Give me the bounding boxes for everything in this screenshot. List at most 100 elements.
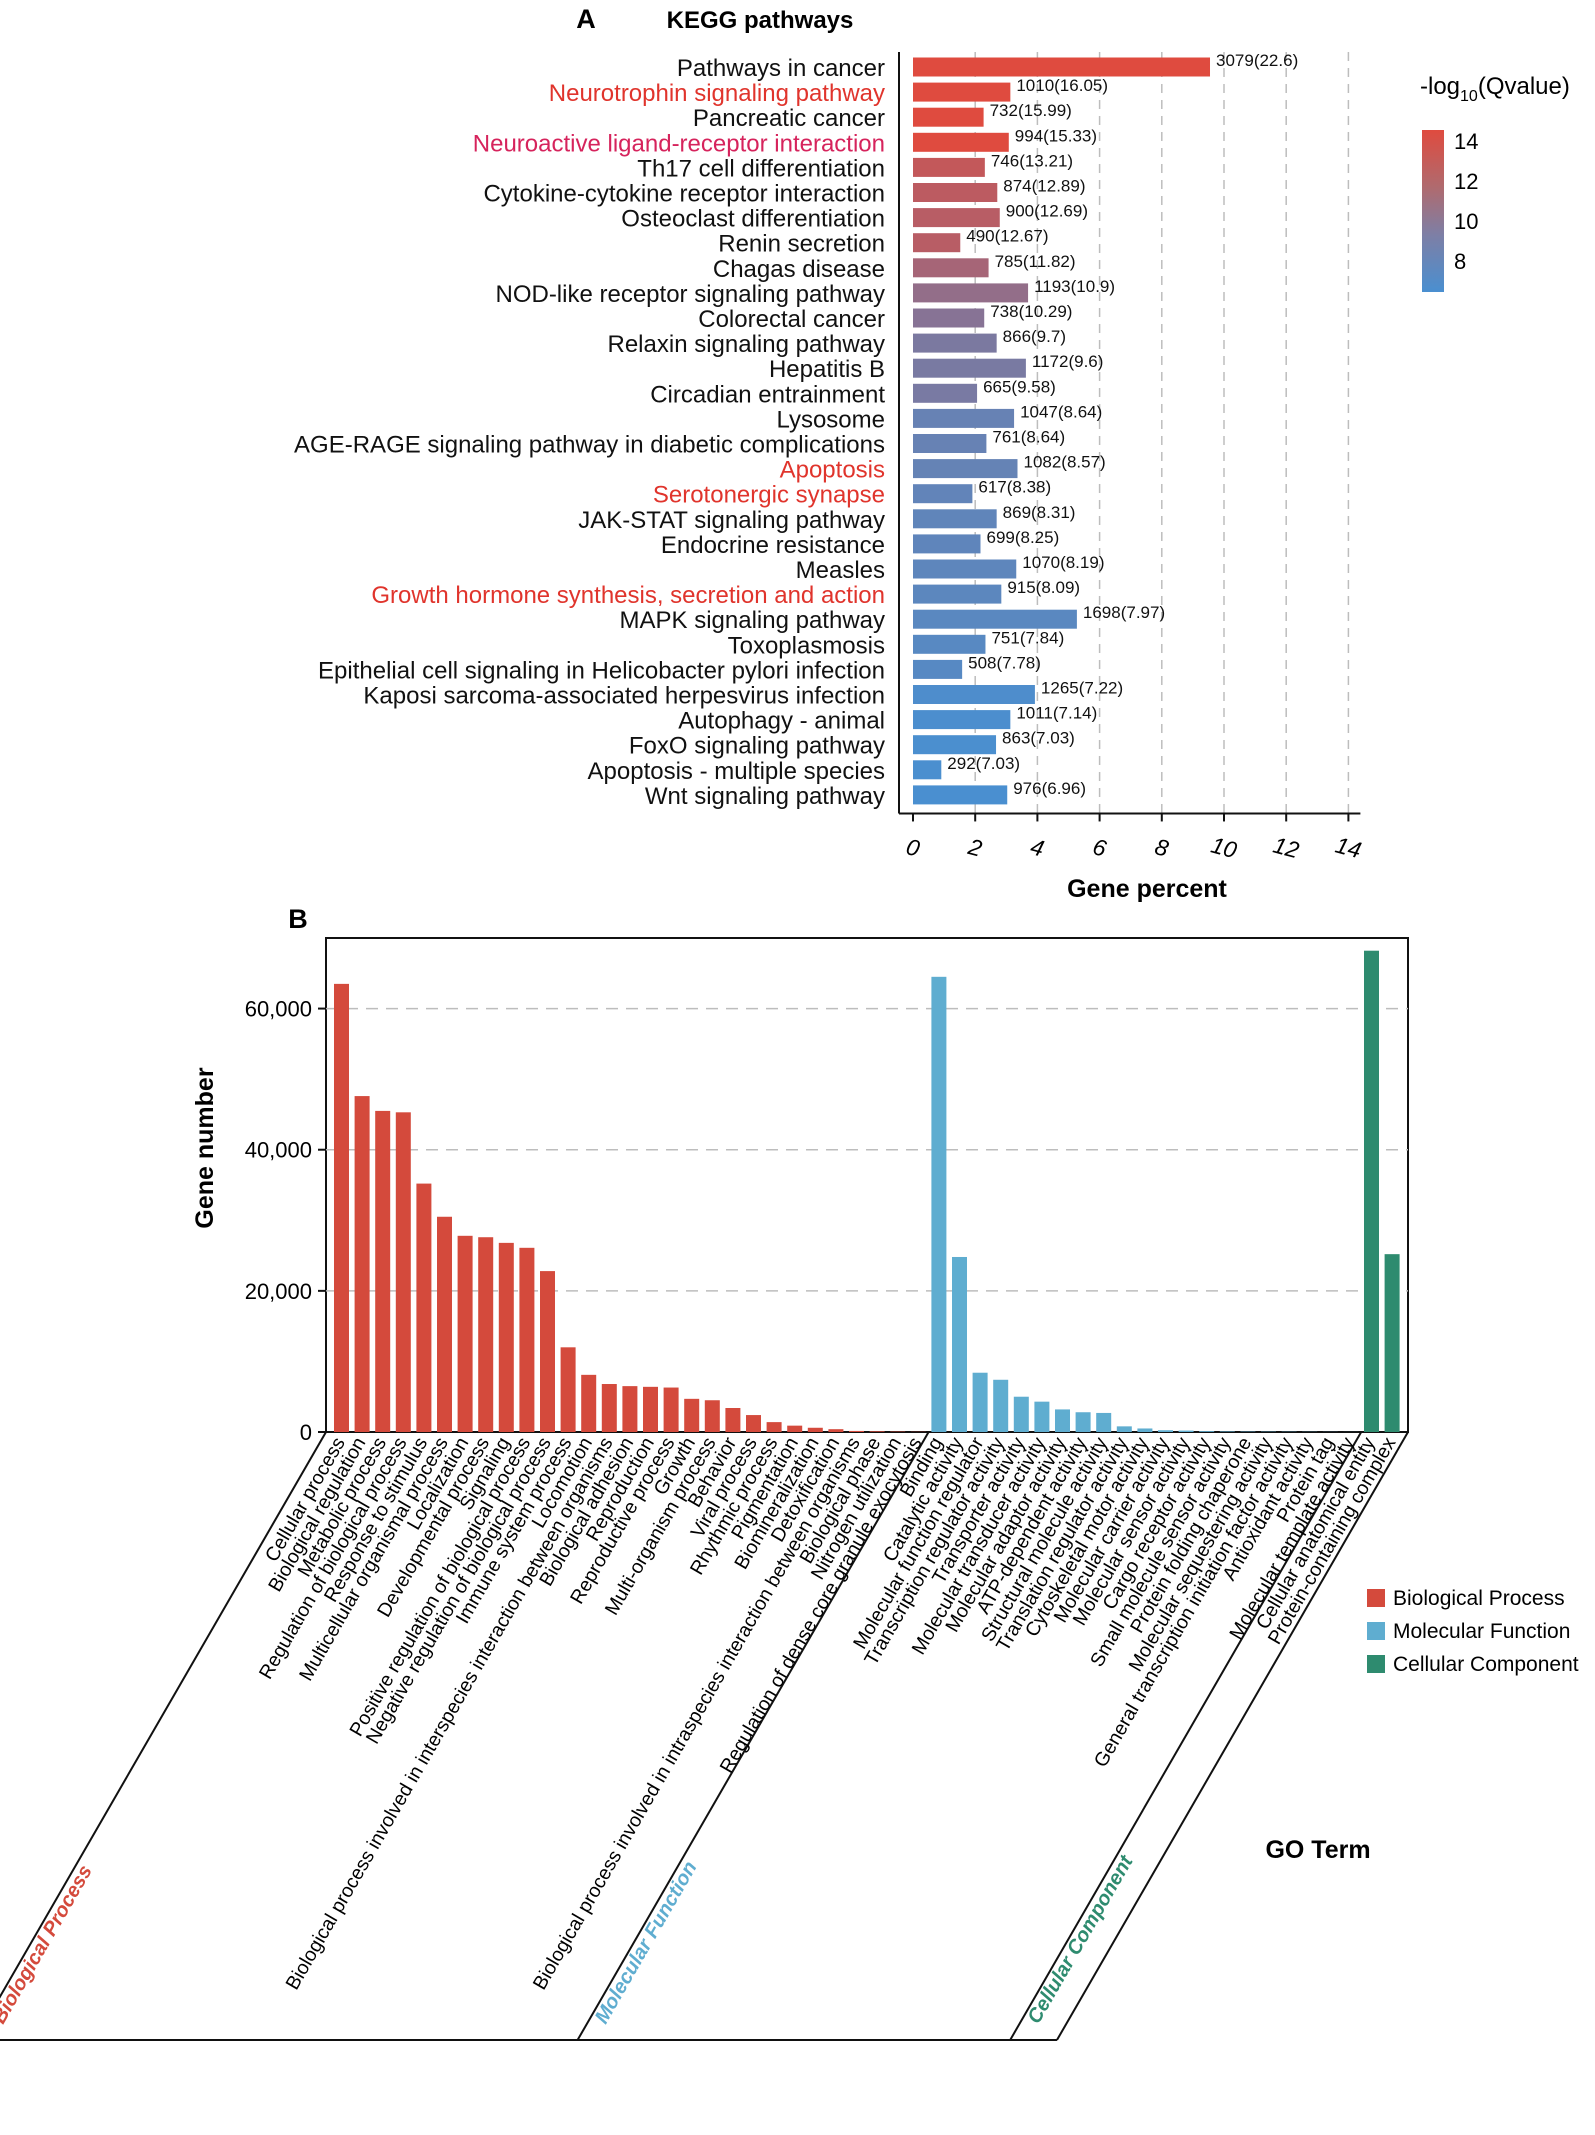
- go-y-axis-title: Gene number: [191, 1067, 219, 1228]
- kegg-x-tick-label: 12: [1270, 832, 1302, 864]
- kegg-bar-value: 1011(7.14): [1016, 704, 1097, 723]
- legend-tick-label: 8: [1454, 249, 1466, 274]
- go-bar: [704, 1400, 720, 1432]
- kegg-bars: [913, 57, 1211, 805]
- go-group-divider: [576, 1431, 930, 2041]
- go-legend: Biological Process Molecular Function Cell…: [1367, 1587, 1579, 1676]
- kegg-pathway-label: Wnt signaling pathway: [645, 783, 885, 810]
- kegg-pathway-label: Neurotrophin signaling pathway: [549, 80, 885, 107]
- kegg-bar-value: 738(10.29): [990, 302, 1072, 321]
- kegg-pathway-label: Circadian entrainment: [650, 381, 885, 408]
- kegg-pathway-label: AGE-RAGE signaling pathway in diabetic c…: [294, 432, 885, 459]
- go-bar: [766, 1422, 782, 1432]
- go-y-tick-label: 20,000: [245, 1279, 312, 1304]
- kegg-bar-value: 1010(16.05): [1016, 76, 1108, 95]
- kegg-bar: [913, 459, 1018, 479]
- go-group-divider: [1056, 1431, 1409, 2041]
- legend-gradient-bar: [1422, 130, 1444, 292]
- kegg-pathway-label: Pancreatic cancer: [693, 105, 885, 132]
- kegg-bar: [913, 609, 1077, 629]
- go-bar: [684, 1398, 700, 1432]
- kegg-bar: [913, 760, 942, 780]
- kegg-pathway-label: JAK-STAT signaling pathway: [578, 507, 885, 534]
- go-bar: [746, 1415, 761, 1432]
- kegg-bar-value: 1082(8.57): [1023, 453, 1105, 472]
- kegg-bar-value: 1070(8.19): [1022, 553, 1104, 572]
- go-y-axis: 0 20,000 40,000 60,000: [245, 997, 326, 1445]
- kegg-bar-value: 863(7.03): [1002, 729, 1075, 748]
- kegg-pathway-label: Endocrine resistance: [661, 532, 885, 559]
- kegg-pathway-label: Autophagy - animal: [678, 708, 885, 735]
- go-y-tick-label: 0: [300, 1420, 312, 1445]
- kegg-bar: [913, 183, 998, 202]
- kegg-bar-value: 994(15.33): [1015, 126, 1097, 145]
- go-bar: [787, 1425, 803, 1432]
- qvalue-color-legend: -log10(Qvalue) 14 12 10 8: [1420, 73, 1570, 292]
- kegg-bar: [913, 233, 961, 253]
- kegg-bar-value: 869(8.31): [1003, 503, 1076, 522]
- kegg-bar-value: 866(9.7): [1003, 327, 1066, 346]
- go-bar: [663, 1387, 679, 1432]
- go-bars: [334, 950, 1400, 1432]
- go-legend-swatch: [1367, 1655, 1385, 1673]
- go-bar: [828, 1429, 844, 1432]
- kegg-bar: [913, 157, 985, 177]
- go-bar: [849, 1430, 864, 1432]
- legend-tick-label: 12: [1454, 169, 1478, 194]
- kegg-bar: [913, 484, 973, 504]
- legend-tick-label: 10: [1454, 209, 1478, 234]
- kegg-bar: [913, 208, 1000, 228]
- go-y-tick-label: 40,000: [245, 1138, 312, 1163]
- kegg-pathway-label: NOD-like receptor signaling pathway: [495, 281, 885, 308]
- kegg-bar: [913, 333, 997, 353]
- kegg-bar-value: 1265(7.22): [1041, 679, 1123, 698]
- go-bar: [972, 1372, 988, 1432]
- kegg-bar: [913, 308, 985, 328]
- kegg-bar: [913, 358, 1026, 378]
- kegg-bar-value: 900(12.69): [1006, 202, 1088, 221]
- kegg-pathway-label: Lysosome: [777, 406, 886, 433]
- kegg-x-axis-title: Gene percent: [1067, 875, 1227, 903]
- go-bar: [622, 1386, 638, 1432]
- kegg-bar: [913, 57, 1211, 77]
- go-bar: [931, 976, 947, 1432]
- go-bar: [1137, 1428, 1153, 1432]
- go-bar: [375, 1110, 391, 1432]
- kegg-bar-annotations: 3079(22.6) 1010(16.05) 732(15.99) 994(15.33…: [947, 51, 1298, 798]
- kegg-pathway-label: Osteoclast differentiation: [621, 206, 885, 233]
- kegg-x-tick-label: 10: [1208, 832, 1240, 864]
- kegg-bar-value: 617(8.38): [978, 478, 1051, 497]
- kegg-x-tick-label: 6: [1090, 833, 1109, 861]
- go-legend-label: Biological Process: [1393, 1587, 1565, 1610]
- go-bar: [581, 1374, 597, 1432]
- kegg-chart-title: KEGG pathways: [667, 7, 854, 34]
- go-bar: [807, 1427, 823, 1432]
- go-bar: [1178, 1430, 1194, 1432]
- go-bar: [457, 1235, 473, 1432]
- kegg-pathway-label: Colorectal cancer: [698, 306, 885, 333]
- kegg-bar-value: 761(8.64): [992, 428, 1065, 447]
- go-bar: [1013, 1396, 1029, 1432]
- go-bar: [560, 1347, 576, 1432]
- go-bar: [498, 1242, 514, 1432]
- go-bar: [519, 1247, 535, 1432]
- kegg-pathway-label: Serotonergic synapse: [653, 482, 885, 509]
- go-bar: [395, 1112, 411, 1432]
- kegg-x-tick-label: 14: [1333, 832, 1364, 864]
- go-bar: [416, 1183, 432, 1432]
- go-bar: [437, 1216, 452, 1432]
- kegg-bar-value: 915(8.09): [1007, 578, 1080, 597]
- kegg-bar-value: 1698(7.97): [1083, 603, 1165, 622]
- kegg-bar: [913, 534, 981, 554]
- go-group-label: Biological Process: [0, 1862, 97, 2028]
- kegg-pathway-label: Cytokine-cytokine receptor interaction: [483, 181, 885, 208]
- go-y-tick-label: 60,000: [245, 997, 312, 1022]
- kegg-x-tick-label: 8: [1152, 833, 1171, 861]
- go-plot-frame: [0, 937, 1409, 2041]
- kegg-bar: [913, 710, 1011, 730]
- go-bar: [334, 983, 349, 1432]
- kegg-bar: [913, 258, 989, 278]
- go-group-divider: [0, 1431, 327, 1999]
- kegg-bar: [913, 509, 997, 529]
